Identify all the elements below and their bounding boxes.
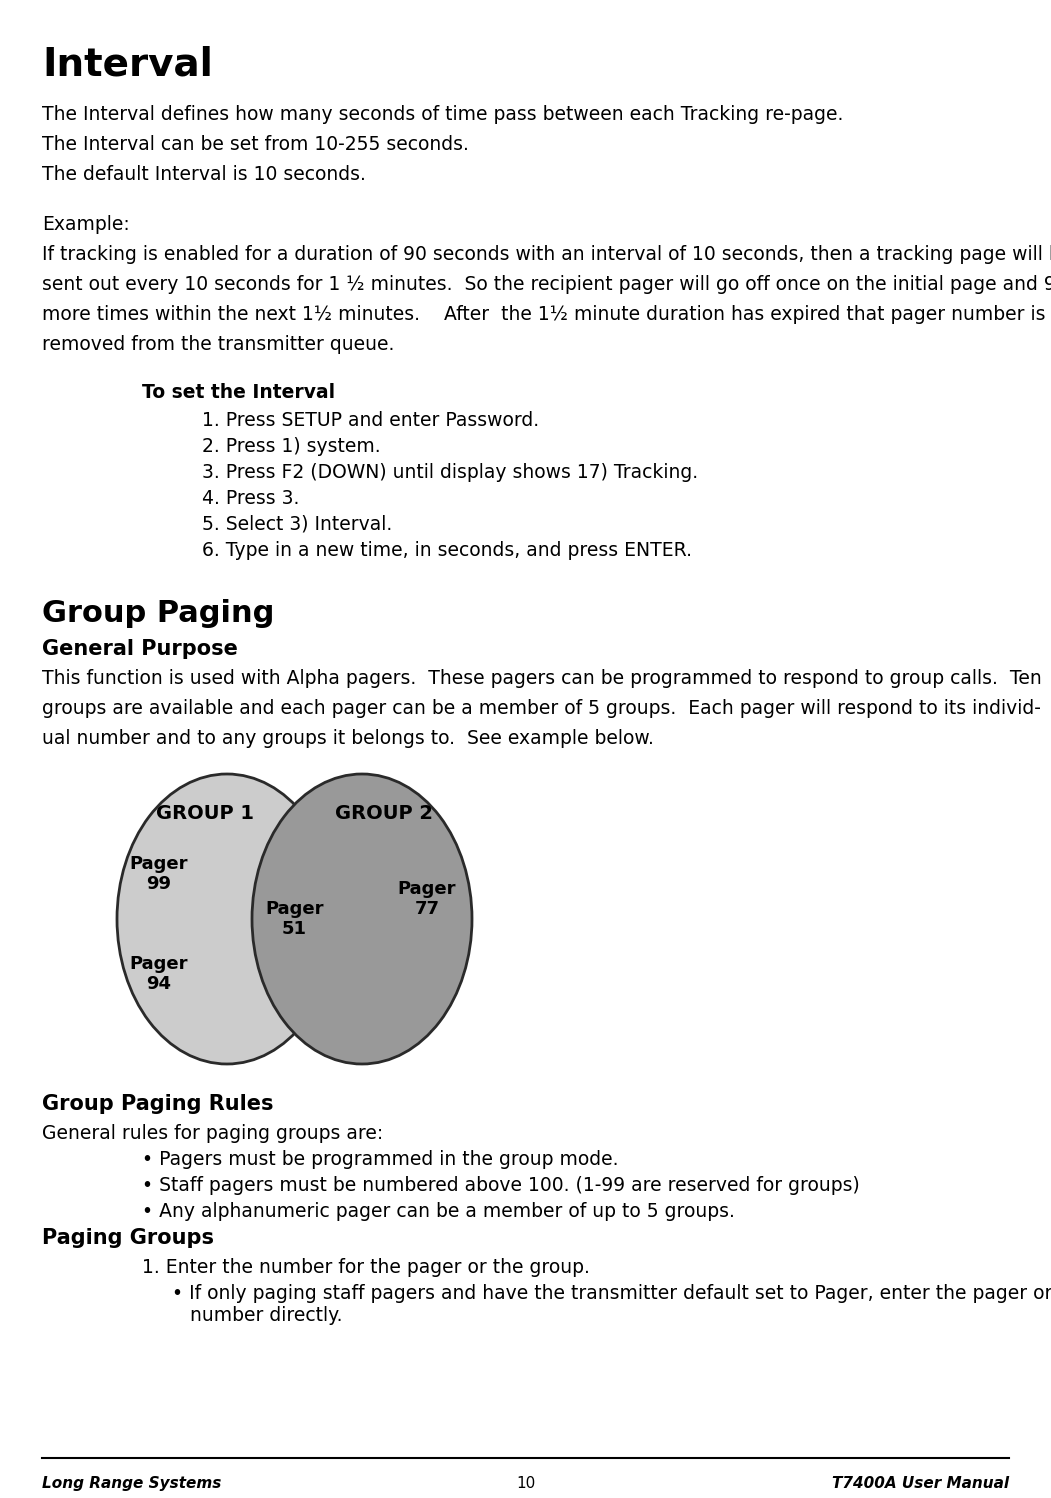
Text: This function is used with Alpha pagers.  These pagers can be programmed to resp: This function is used with Alpha pagers.… (42, 670, 1042, 688)
Text: removed from the transmitter queue.: removed from the transmitter queue. (42, 336, 394, 354)
Text: 5. Select 3) Interval.: 5. Select 3) Interval. (202, 515, 392, 533)
Text: • If only paging staff pagers and have the transmitter default set to Pager, ent: • If only paging staff pagers and have t… (172, 1284, 1051, 1303)
Text: 2. Press 1) system.: 2. Press 1) system. (202, 437, 380, 455)
Text: GROUP 1: GROUP 1 (156, 804, 254, 822)
Text: • Pagers must be programmed in the group mode.: • Pagers must be programmed in the group… (142, 1150, 618, 1168)
Ellipse shape (117, 774, 337, 1064)
Text: Interval: Interval (42, 45, 213, 82)
Text: ual number and to any groups it belongs to.  See example below.: ual number and to any groups it belongs … (42, 730, 654, 748)
Text: 4. Press 3.: 4. Press 3. (202, 488, 300, 508)
Text: groups are available and each pager can be a member of 5 groups.  Each pager wil: groups are available and each pager can … (42, 700, 1040, 718)
Text: T7400A User Manual: T7400A User Manual (832, 1476, 1009, 1491)
Text: Long Range Systems: Long Range Systems (42, 1476, 222, 1491)
Text: If tracking is enabled for a duration of 90 seconds with an interval of 10 secon: If tracking is enabled for a duration of… (42, 246, 1051, 264)
Text: Pager
99: Pager 99 (129, 854, 188, 893)
Text: General rules for paging groups are:: General rules for paging groups are: (42, 1124, 384, 1143)
Text: 1. Press SETUP and enter Password.: 1. Press SETUP and enter Password. (202, 410, 539, 430)
Text: 6. Type in a new time, in seconds, and press ENTER.: 6. Type in a new time, in seconds, and p… (202, 541, 692, 560)
Text: The Interval defines how many seconds of time pass between each Tracking re-page: The Interval defines how many seconds of… (42, 105, 843, 124)
Text: 1. Enter the number for the pager or the group.: 1. Enter the number for the pager or the… (142, 1258, 590, 1276)
Text: To set the Interval: To set the Interval (142, 383, 335, 401)
Text: Pager
94: Pager 94 (129, 954, 188, 993)
Text: GROUP 2: GROUP 2 (335, 804, 433, 822)
Text: 3. Press F2 (DOWN) until display shows 17) Tracking.: 3. Press F2 (DOWN) until display shows 1… (202, 463, 698, 482)
Text: General Purpose: General Purpose (42, 640, 238, 659)
Ellipse shape (252, 774, 472, 1064)
Text: • Staff pagers must be numbered above 100. (1-99 are reserved for groups): • Staff pagers must be numbered above 10… (142, 1176, 860, 1195)
Text: number directly.: number directly. (172, 1306, 343, 1326)
Text: sent out every 10 seconds for 1 ½ minutes.  So the recipient pager will go off o: sent out every 10 seconds for 1 ½ minute… (42, 276, 1051, 294)
Text: Pager
51: Pager 51 (265, 900, 324, 938)
Text: Paging Groups: Paging Groups (42, 1228, 214, 1248)
Text: Group Paging: Group Paging (42, 599, 274, 628)
Text: Group Paging Rules: Group Paging Rules (42, 1094, 273, 1115)
Text: The Interval can be set from 10-255 seconds.: The Interval can be set from 10-255 seco… (42, 135, 469, 154)
Text: more times within the next 1½ minutes.    After  the 1½ minute duration has expi: more times within the next 1½ minutes. A… (42, 306, 1046, 324)
Text: Pager
77: Pager 77 (397, 879, 456, 918)
Text: The default Interval is 10 seconds.: The default Interval is 10 seconds. (42, 165, 366, 184)
Text: • Any alphanumeric pager can be a member of up to 5 groups.: • Any alphanumeric pager can be a member… (142, 1201, 735, 1221)
Text: Example:: Example: (42, 216, 129, 234)
Text: 10: 10 (516, 1476, 535, 1491)
